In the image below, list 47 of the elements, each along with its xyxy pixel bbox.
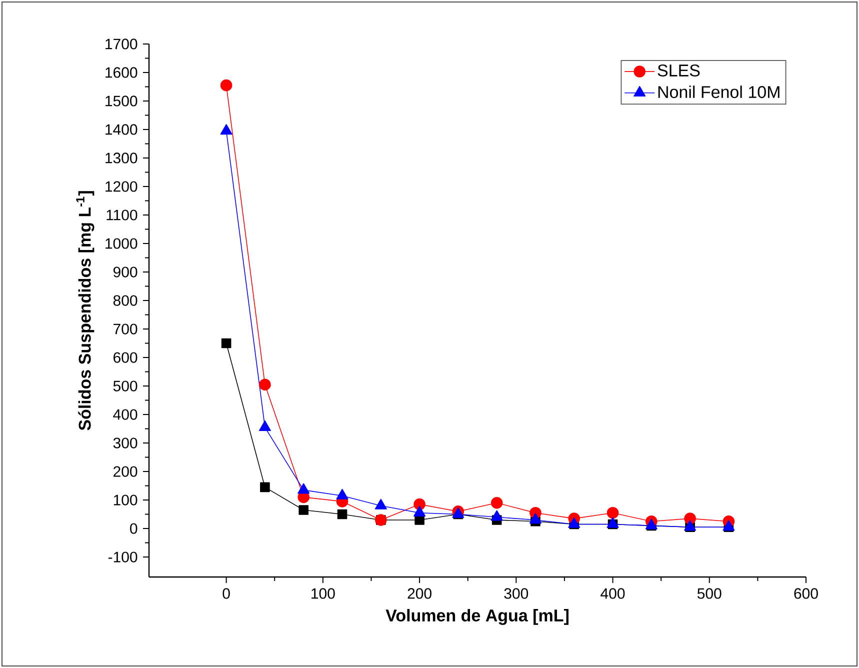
- x-tick-label: 200: [408, 588, 432, 599]
- point: [260, 482, 270, 492]
- point: [336, 488, 348, 500]
- point: [298, 483, 310, 494]
- point: [337, 509, 348, 520]
- point: [258, 420, 271, 431]
- y-tick-label: 1400: [106, 124, 138, 135]
- y-tick-label: 1200: [106, 181, 138, 192]
- point: [606, 506, 619, 519]
- y-tick-label: 100: [114, 494, 138, 506]
- y-tick-label: 300: [113, 438, 138, 448]
- y-tick-label: 0: [130, 523, 138, 534]
- y-tick-label: 500: [113, 380, 138, 392]
- x-tick-label: 0: [222, 588, 230, 599]
- y-tick-label: -100: [108, 552, 138, 562]
- x-tick-label: 300: [504, 588, 528, 599]
- y-tick-label: 1000: [106, 238, 138, 249]
- y-tick-label: 400: [113, 409, 138, 420]
- y-axis-title: Sólidos Suspendidos [mg L$^{-1}$]: [76, 191, 94, 430]
- y-tick-label: 600: [114, 352, 138, 363]
- point: [374, 498, 387, 510]
- y-tick-label: 900: [113, 266, 138, 278]
- point: [684, 512, 696, 524]
- point: [220, 124, 232, 135]
- x-tick-label: 600: [794, 588, 818, 599]
- point: [490, 510, 503, 521]
- y-tick-label: 1500: [106, 96, 138, 106]
- point: [221, 338, 232, 348]
- y-tick-label: 800: [113, 295, 138, 306]
- y-tick-label: 1100: [106, 210, 138, 220]
- x-tick-label: 400: [600, 588, 625, 599]
- x-tick-label: 100: [312, 588, 335, 599]
- y-tick-label: 200: [114, 466, 138, 477]
- x-axis-title: Volumen de Agua [mL]: [386, 609, 568, 625]
- point: [259, 378, 271, 390]
- point: [298, 505, 308, 515]
- y-tick-label: 1300: [106, 152, 138, 164]
- point: [220, 79, 232, 92]
- legend-label: SLES: [658, 64, 700, 77]
- point: [414, 506, 426, 517]
- y-tick-label: 1700: [106, 38, 138, 50]
- legend-label: Nonil Fenol 10M: [658, 86, 780, 98]
- x-tick-label: 500: [697, 588, 722, 599]
- y-tick-label: 700: [114, 324, 138, 334]
- point: [529, 513, 542, 524]
- point: [490, 496, 503, 509]
- y-tick-label: 1600: [106, 67, 138, 78]
